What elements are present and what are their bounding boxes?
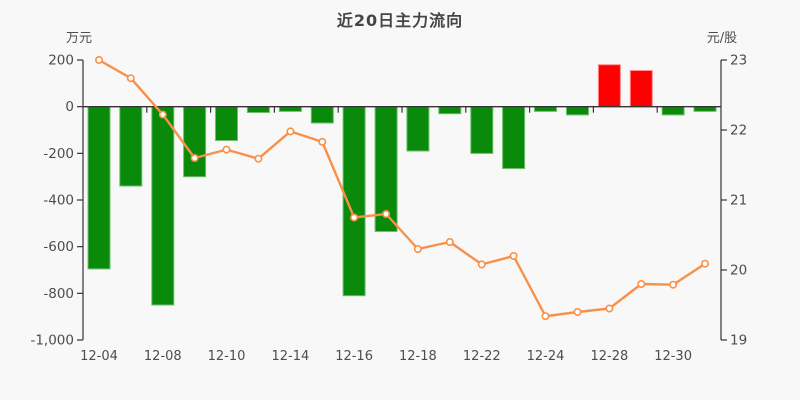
- outflow-bar: [566, 106, 589, 116]
- inflow-bar: [597, 64, 621, 108]
- price-point-marker: [605, 304, 614, 313]
- outflow-bar: [693, 106, 717, 112]
- price-point-marker: [700, 259, 709, 268]
- outflow-bar: [246, 106, 270, 113]
- x-axis-date-label: 12-24: [527, 349, 565, 364]
- price-point-marker: [158, 110, 167, 119]
- left-axis-tick-label: -600: [43, 239, 74, 255]
- x-axis-date-label: 12-18: [399, 349, 437, 364]
- price-point-marker: [509, 252, 518, 261]
- price-point-marker: [95, 55, 104, 64]
- price-point-marker: [286, 127, 295, 136]
- price-point-marker: [254, 154, 263, 163]
- outflow-bar: [661, 106, 685, 116]
- x-axis-date-label: 12-14: [272, 349, 310, 364]
- outflow-bar: [502, 106, 526, 169]
- price-point-marker: [669, 280, 678, 289]
- outflow-bar: [87, 106, 111, 270]
- left-axis-tick-label: -200: [43, 146, 74, 162]
- left-axis-unit-label: 万元: [66, 31, 92, 46]
- price-point-marker: [637, 279, 646, 288]
- x-axis-date-label: 12-10: [208, 349, 246, 364]
- price-point-marker: [445, 238, 454, 247]
- price-point-marker: [413, 245, 422, 254]
- right-axis-tick-label: 20: [730, 263, 747, 279]
- left-axis-tick-label: -800: [43, 286, 74, 302]
- price-point-marker: [350, 213, 359, 222]
- outflow-bar: [470, 106, 494, 154]
- outflow-bar: [534, 106, 557, 112]
- x-axis-date-label: 12-30: [654, 349, 692, 364]
- outflow-bar: [310, 106, 334, 124]
- price-point-marker: [382, 210, 391, 219]
- inflow-bar: [629, 70, 653, 108]
- outflow-bar: [406, 106, 430, 152]
- outflow-bar: [438, 106, 462, 115]
- price-point-marker: [573, 307, 582, 316]
- outflow-bar: [215, 106, 238, 141]
- outflow-bar: [151, 106, 175, 306]
- outflow-bar: [278, 106, 302, 112]
- price-point-marker: [477, 260, 486, 269]
- right-axis-tick-label: 22: [730, 123, 747, 139]
- right-axis-unit-label: 元/股: [707, 31, 737, 46]
- x-axis-date-label: 12-04: [80, 349, 118, 364]
- outflow-bar: [119, 106, 143, 187]
- chart-title: 近20日主力流向: [336, 11, 464, 30]
- x-axis-date-label: 12-22: [463, 349, 501, 364]
- right-axis-tick-label: 23: [730, 53, 747, 69]
- left-axis-tick-label: 200: [48, 53, 74, 69]
- x-axis-date-label: 12-28: [591, 349, 629, 364]
- price-point-marker: [541, 312, 550, 321]
- right-axis-tick-label: 19: [730, 333, 747, 349]
- left-axis-tick-label: 0: [65, 99, 74, 115]
- price-point-marker: [222, 145, 231, 154]
- left-axis-tick-label: -1,000: [30, 333, 74, 349]
- x-axis-date-label: 12-08: [144, 349, 182, 364]
- price-point-marker: [126, 74, 135, 83]
- price-point-marker: [190, 154, 199, 163]
- outflow-bar: [183, 106, 207, 178]
- left-axis-tick-label: -400: [43, 193, 74, 209]
- price-line: [97, 58, 707, 318]
- right-axis-tick-label: 21: [730, 193, 747, 209]
- price-point-marker: [318, 137, 327, 146]
- x-axis-date-label: 12-16: [335, 349, 373, 364]
